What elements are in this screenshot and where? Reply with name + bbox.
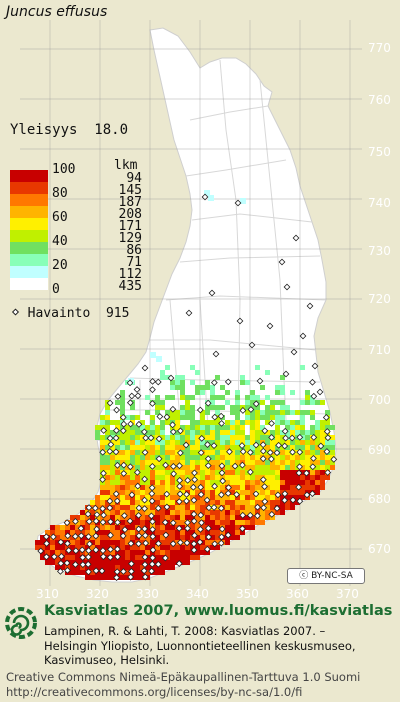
y-tick-label: 740 <box>368 196 391 210</box>
citation-text: Lampinen, R. & Lahti, T. 2008: Kasviatla… <box>44 624 396 668</box>
x-tick-label: 340 <box>186 587 209 601</box>
legend-swatch <box>10 266 48 278</box>
legend-count: 94 <box>126 171 142 186</box>
legend-swatch <box>10 182 48 194</box>
atlas-title-link[interactable]: Kasviatlas 2007, www.luomus.fi/kasviatla… <box>44 603 393 619</box>
y-tick-label: 730 <box>368 244 391 258</box>
legend-swatch <box>10 242 48 254</box>
x-tick-label: 360 <box>286 587 309 601</box>
y-tick-label: 720 <box>368 292 391 306</box>
legend-count: 112 <box>118 267 142 282</box>
legend-swatch <box>10 206 48 218</box>
y-tick-label: 760 <box>368 93 391 107</box>
y-tick-label: 680 <box>368 492 391 506</box>
legend-color-scale <box>10 170 48 290</box>
x-tick-label: 330 <box>136 587 159 601</box>
legend-count: 187 <box>118 195 142 210</box>
y-tick-label: 690 <box>368 443 391 457</box>
cc-badge-label: BY-NC-SA <box>311 571 353 581</box>
legend-swatch <box>10 170 48 182</box>
species-name: Juncus effusus <box>6 4 108 20</box>
legend-count: 435 <box>118 279 142 294</box>
citation-line: Kasvimuseo, Helsinki. <box>44 653 170 667</box>
observation-row: Havainto 915 <box>12 306 130 321</box>
legend-count: 145 <box>118 183 142 198</box>
legend-percent-100: 100 <box>52 162 76 177</box>
x-tick-label: 310 <box>36 587 59 601</box>
observation-markers <box>37 193 338 582</box>
y-tick-label: 670 <box>368 542 391 556</box>
legend-count-header: lkm <box>114 158 138 173</box>
y-tick-label: 750 <box>368 145 391 159</box>
legend-percent-20: 20 <box>52 258 68 273</box>
legend-percent-80: 80 <box>52 186 68 201</box>
coordinate-grid <box>20 20 362 586</box>
y-tick-label: 770 <box>368 41 391 55</box>
legend-count: 86 <box>126 243 142 258</box>
distribution-map <box>10 20 362 586</box>
x-tick-label: 350 <box>236 587 259 601</box>
license-url-link[interactable]: http://creativecommons.org/licenses/by-n… <box>6 684 303 699</box>
legend-swatch <box>10 230 48 242</box>
license-text: Creative Commons Nimeä-Epäkaupallinen-Ta… <box>6 670 398 699</box>
citation-line: Helsingin Yliopisto, Luonnontieteellinen… <box>44 638 356 653</box>
y-tick-label: 710 <box>368 343 391 357</box>
spiral-logo-icon <box>5 607 37 639</box>
x-tick-label: 320 <box>86 587 109 601</box>
legend-count: 129 <box>118 231 142 246</box>
citation-line: Lampinen, R. & Lahti, T. 2008: Kasviatla… <box>44 624 326 638</box>
legend-percent-60: 60 <box>52 210 68 225</box>
observation-count: 915 <box>105 306 130 321</box>
cc-license-badge[interactable]: ⓒ BY-NC-SA <box>287 568 365 584</box>
y-tick-label: 700 <box>368 393 391 407</box>
frequency-row: Yleisyys 18.0 <box>10 122 128 138</box>
legend-swatch <box>10 278 48 290</box>
x-tick-label: 370 <box>336 587 359 601</box>
legend-swatch <box>10 218 48 230</box>
legend-observation-marker <box>11 308 20 316</box>
legend-percent-40: 40 <box>52 234 68 249</box>
frequency-label: Yleisyys <box>10 122 78 138</box>
legend-swatch <box>10 194 48 206</box>
frequency-value: 18.0 <box>94 122 129 138</box>
legend-swatch <box>10 254 48 266</box>
legend-count: 71 <box>126 255 142 270</box>
legend-percent-0: 0 <box>52 282 60 297</box>
legend-count: 171 <box>118 219 142 234</box>
credits-panel <box>0 598 400 702</box>
legend-count: 208 <box>118 207 142 222</box>
cc-icon: ⓒ <box>299 571 309 581</box>
observation-label: Havainto <box>27 306 91 321</box>
license-line: Creative Commons Nimeä-Epäkaupallinen-Ta… <box>6 670 361 684</box>
